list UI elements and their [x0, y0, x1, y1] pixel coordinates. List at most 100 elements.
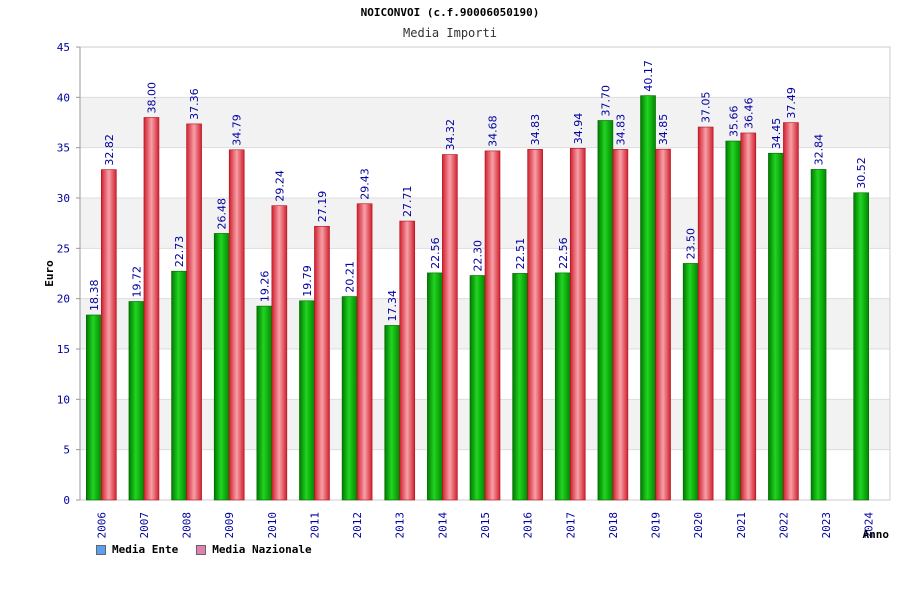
- bar-ente-2023: [810, 169, 827, 501]
- bar-ente-2024: [853, 192, 869, 501]
- bar-ente-2017: [554, 272, 571, 501]
- bar-nazionale-2018: [612, 149, 629, 501]
- x-tick-label: 2017: [564, 512, 577, 539]
- bar-nazionale-2009: [228, 149, 245, 501]
- bar-ente-2006: [86, 314, 102, 501]
- bar-nazionale-2013: [399, 220, 416, 501]
- data-label-nazionale-2015: 34.68: [487, 115, 500, 147]
- data-label-ente-2013: 17.34: [386, 290, 399, 322]
- y-tick-label: 45: [57, 41, 70, 54]
- bar-ente-2010: [256, 305, 273, 501]
- y-tick-label: 25: [57, 242, 70, 255]
- data-label-ente-2011: 19.79: [301, 265, 314, 297]
- bar-ente-2014: [427, 272, 443, 501]
- bar-nazionale-2019: [655, 148, 671, 501]
- data-label-nazionale-2008: 37.36: [188, 88, 201, 120]
- bar-ente-2015: [469, 275, 486, 501]
- legend-swatch-nazionale: [196, 544, 207, 555]
- bar-ente-2011: [299, 300, 315, 501]
- bar-nazionale-2011: [314, 225, 330, 501]
- bar-nazionale-2008: [186, 123, 202, 501]
- x-tick-label: 2015: [479, 512, 492, 539]
- data-label-ente-2020: 23.50: [685, 228, 698, 260]
- data-label-nazionale-2012: 29.43: [359, 168, 372, 200]
- data-label-nazionale-2021: 36.46: [742, 97, 755, 129]
- x-tick-label: 2023: [820, 512, 833, 539]
- data-label-ente-2016: 22.51: [514, 238, 527, 270]
- y-tick-label: 5: [63, 444, 70, 457]
- data-label-nazionale-2019: 34.85: [657, 114, 670, 146]
- y-axis-label: Euro: [43, 260, 56, 287]
- bar-ente-2020: [682, 263, 699, 501]
- bar-ente-2013: [384, 325, 401, 501]
- bar-ente-2019: [640, 95, 656, 501]
- y-tick-label: 30: [57, 192, 70, 205]
- data-label-nazionale-2010: 29.24: [273, 170, 286, 202]
- data-label-nazionale-2013: 27.71: [401, 186, 414, 218]
- bar-ente-2008: [171, 270, 187, 501]
- bar-nazionale-2021: [740, 132, 757, 501]
- grid-band: [80, 47, 890, 98]
- legend-label-ente: Media Ente: [112, 543, 179, 556]
- data-label-ente-2010: 19.26: [258, 271, 271, 303]
- legend-item-ente: Media Ente: [96, 543, 178, 556]
- data-label-ente-2006: 18.38: [88, 279, 101, 311]
- x-tick-label: 2016: [522, 512, 535, 539]
- x-tick-label: 2019: [650, 512, 663, 539]
- data-label-nazionale-2011: 27.19: [316, 191, 329, 223]
- bar-nazionale-2007: [143, 117, 160, 501]
- data-label-ente-2017: 22.56: [557, 237, 570, 269]
- bar-nazionale-2015: [484, 150, 501, 501]
- x-tick-label: 2024: [863, 512, 876, 539]
- data-label-ente-2012: 20.21: [344, 261, 357, 293]
- x-axis-label: Anno: [863, 528, 890, 541]
- data-label-nazionale-2009: 34.79: [231, 114, 244, 145]
- data-label-nazionale-2022: 37.49: [785, 87, 798, 119]
- y-tick-label: 0: [63, 494, 70, 507]
- chart-subtitle: Media Importi: [403, 26, 497, 40]
- data-label-ente-2019: 40.17: [642, 60, 655, 92]
- x-tick-label: 2020: [692, 512, 705, 539]
- legend-label-nazionale: Media Nazionale: [212, 543, 312, 556]
- legend-item-nazionale: Media Nazionale: [196, 543, 312, 556]
- x-tick-label: 2010: [266, 512, 279, 539]
- data-label-ente-2014: 22.56: [429, 237, 442, 269]
- x-tick-label: 2014: [436, 512, 449, 539]
- x-tick-label: 2007: [138, 512, 151, 539]
- x-tick-label: 2006: [95, 512, 108, 539]
- bar-ente-2009: [213, 233, 230, 501]
- bar-nazionale-2014: [442, 154, 458, 501]
- data-label-nazionale-2017: 34.94: [572, 113, 585, 145]
- x-tick-label: 2021: [735, 512, 748, 539]
- data-label-nazionale-2018: 34.83: [614, 114, 627, 146]
- x-tick-label: 2008: [181, 512, 194, 539]
- data-label-nazionale-2020: 37.05: [700, 92, 713, 124]
- y-tick-label: 10: [57, 393, 70, 406]
- legend-swatch-ente: [96, 544, 106, 555]
- x-tick-label: 2018: [607, 512, 620, 539]
- data-label-ente-2009: 26.48: [216, 198, 229, 229]
- bar-ente-2012: [341, 296, 358, 501]
- bar-nazionale-2012: [356, 203, 373, 501]
- x-tick-label: 2022: [777, 512, 790, 539]
- data-label-ente-2022: 34.45: [770, 118, 783, 150]
- data-label-nazionale-2016: 34.83: [529, 114, 542, 146]
- data-label-ente-2018: 37.70: [599, 85, 612, 117]
- data-label-ente-2021: 35.66: [727, 106, 740, 138]
- chart-title: NOICONVOI (c.f.90006050190): [360, 6, 540, 19]
- bar-nazionale-2022: [783, 122, 799, 501]
- data-label-ente-2008: 22.73: [173, 236, 186, 268]
- bar-ente-2021: [725, 140, 742, 501]
- x-tick-label: 2012: [351, 512, 364, 539]
- y-tick-label: 15: [57, 343, 70, 356]
- data-label-ente-2024: 30.52: [855, 157, 868, 189]
- y-tick-label: 20: [57, 293, 70, 306]
- x-tick-label: 2009: [223, 512, 236, 539]
- y-tick-label: 40: [57, 91, 70, 104]
- bar-nazionale-2020: [697, 126, 714, 501]
- x-tick-label: 2011: [308, 512, 321, 539]
- bar-nazionale-2010: [271, 205, 288, 501]
- data-label-ente-2015: 22.30: [472, 240, 485, 272]
- data-label-ente-2007: 19.72: [130, 266, 143, 298]
